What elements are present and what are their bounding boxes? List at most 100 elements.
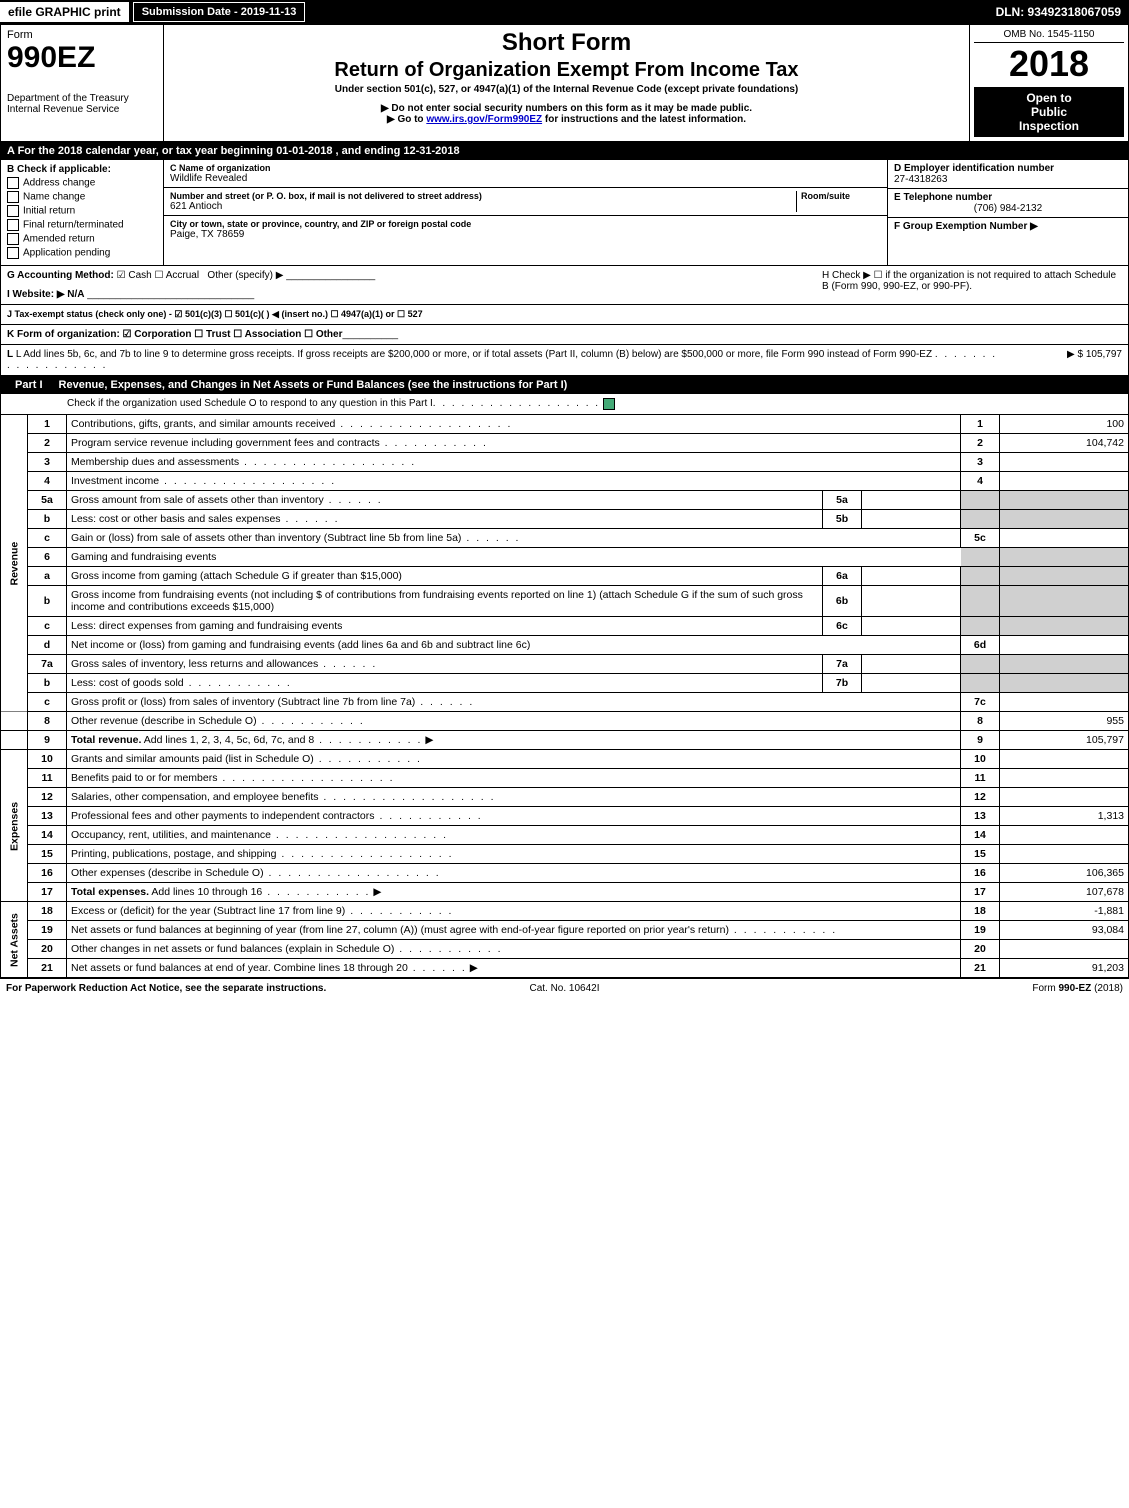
line-7b-iv xyxy=(862,674,961,693)
line-7a-shade xyxy=(961,655,1000,674)
line-5c-num: c xyxy=(28,529,67,548)
line-7a-desc: Gross sales of inventory, less returns a… xyxy=(67,655,823,674)
line-12-num: 12 xyxy=(28,788,67,807)
goto-pre: ▶ Go to xyxy=(387,114,426,125)
line-6b-num: b xyxy=(28,586,67,617)
line-6b-shade2 xyxy=(1000,586,1129,617)
public-label: Public xyxy=(978,105,1120,119)
inspection-box: Open to Public Inspection xyxy=(974,87,1124,137)
line-6a-num: a xyxy=(28,567,67,586)
line-7c-desc: Gross profit or (loss) from sales of inv… xyxy=(67,693,961,712)
line-14-val xyxy=(1000,826,1129,845)
line-10-num: 10 xyxy=(28,750,67,769)
line-1-rn: 1 xyxy=(961,415,1000,434)
section-c: C Name of organization Wildlife Revealed… xyxy=(164,160,888,265)
cb-initial-return[interactable]: Initial return xyxy=(7,205,157,217)
line-4-val xyxy=(1000,472,1129,491)
line-16-desc: Other expenses (describe in Schedule O) xyxy=(67,864,961,883)
line-6d-val xyxy=(1000,636,1129,655)
line-6a-iv xyxy=(862,567,961,586)
line-6b-in: 6b xyxy=(823,586,862,617)
line-4-desc: Investment income xyxy=(67,472,961,491)
line-4-num: 4 xyxy=(28,472,67,491)
line-2-val: 104,742 xyxy=(1000,434,1129,453)
line-8-rn: 8 xyxy=(961,712,1000,731)
line-5c-val xyxy=(1000,529,1129,548)
line-14-rn: 14 xyxy=(961,826,1000,845)
cb-cash[interactable]: ☑ xyxy=(117,270,129,281)
part1-check-text: Check if the organization used Schedule … xyxy=(67,398,433,410)
line-13-desc: Professional fees and other payments to … xyxy=(67,807,961,826)
line-7b-shade2 xyxy=(1000,674,1129,693)
form-ref: Form 990-EZ (2018) xyxy=(751,983,1123,994)
form-number-block: Form 990EZ Department of the Treasury In… xyxy=(1,25,164,141)
i-website: I Website: ▶ N/A xyxy=(7,289,85,300)
irs-link[interactable]: www.irs.gov/Form990EZ xyxy=(426,114,542,125)
irs-label: Internal Revenue Service xyxy=(7,104,157,115)
line-6a-shade2 xyxy=(1000,567,1129,586)
cash-label: Cash xyxy=(128,270,151,281)
line-17-desc: Total expenses. Add lines 10 through 16 … xyxy=(67,883,961,902)
line-10-val xyxy=(1000,750,1129,769)
under-section: Under section 501(c), 527, or 4947(a)(1)… xyxy=(168,84,965,95)
room-label: Room/suite xyxy=(801,191,881,201)
line-2-desc: Program service revenue including govern… xyxy=(67,434,961,453)
line-9-rn: 9 xyxy=(961,731,1000,750)
line-7a-iv xyxy=(862,655,961,674)
line-6a-shade xyxy=(961,567,1000,586)
line-16-rn: 16 xyxy=(961,864,1000,883)
cb-accrual[interactable]: ☐ xyxy=(155,270,166,281)
part1-label: Part I xyxy=(7,379,51,391)
line-6d-desc: Net income or (loss) from gaming and fun… xyxy=(67,636,961,655)
cb-address-change[interactable]: Address change xyxy=(7,177,157,189)
line-12-rn: 12 xyxy=(961,788,1000,807)
cb-app-pending[interactable]: Application pending xyxy=(7,247,157,259)
e-label: E Telephone number xyxy=(894,192,1122,203)
line-8-desc: Other revenue (describe in Schedule O) xyxy=(67,712,961,731)
rev-spacer2 xyxy=(1,731,28,750)
cb-final-return[interactable]: Final return/terminated xyxy=(7,219,157,231)
k-form-org: K Form of organization: ☑ Corporation ☐ … xyxy=(7,329,343,340)
g-h-row: G Accounting Method: ☑ Cash ☐ Accrual Ot… xyxy=(0,266,1129,305)
line-10-desc: Grants and similar amounts paid (list in… xyxy=(67,750,961,769)
addr-cell: Number and street (or P. O. box, if mail… xyxy=(164,188,887,216)
header-right-block: OMB No. 1545-1150 2018 Open to Public In… xyxy=(970,25,1128,141)
phone-value: (706) 984-2132 xyxy=(894,203,1122,214)
line-5a-shade2 xyxy=(1000,491,1129,510)
b-label: B Check if applicable: xyxy=(7,164,157,175)
cb-amended[interactable]: Amended return xyxy=(7,233,157,245)
line-5a-desc: Gross amount from sale of assets other t… xyxy=(67,491,823,510)
schedule-o-checkbox[interactable] xyxy=(603,398,615,410)
note-ssn: ▶ Do not enter social security numbers o… xyxy=(168,103,965,114)
line-4-rn: 4 xyxy=(961,472,1000,491)
other-specify: Other (specify) ▶ xyxy=(207,270,283,281)
open-to: Open to xyxy=(978,91,1120,105)
omb-number: OMB No. 1545-1150 xyxy=(974,29,1124,43)
part1-header: Part I Revenue, Expenses, and Changes in… xyxy=(0,376,1129,394)
line-9-num: 9 xyxy=(28,731,67,750)
line-5b-shade2 xyxy=(1000,510,1129,529)
line-11-num: 11 xyxy=(28,769,67,788)
line-6c-num: c xyxy=(28,617,67,636)
line-18-val: -1,881 xyxy=(1000,902,1129,921)
rev-spacer xyxy=(1,712,28,731)
line-6-shade2 xyxy=(1000,548,1129,567)
efile-label[interactable]: efile GRAPHIC print xyxy=(0,2,129,22)
city-label: City or town, state or province, country… xyxy=(170,219,881,229)
line-16-num: 16 xyxy=(28,864,67,883)
cb-name-change[interactable]: Name change xyxy=(7,191,157,203)
org-name: Wildlife Revealed xyxy=(170,173,881,184)
line-11-rn: 11 xyxy=(961,769,1000,788)
g-accounting: G Accounting Method: ☑ Cash ☐ Accrual Ot… xyxy=(7,270,822,300)
line-21-val: 91,203 xyxy=(1000,959,1129,978)
line-13-val: 1,313 xyxy=(1000,807,1129,826)
period-row: A For the 2018 calendar year, or tax yea… xyxy=(0,142,1129,160)
dept-treasury: Department of the Treasury xyxy=(7,93,157,104)
phone-cell: E Telephone number (706) 984-2132 xyxy=(888,189,1128,218)
line-1-num: 1 xyxy=(28,415,67,434)
line-5c-rn: 5c xyxy=(961,529,1000,548)
header-title-block: Short Form Return of Organization Exempt… xyxy=(164,25,970,141)
line-3-desc: Membership dues and assessments xyxy=(67,453,961,472)
form-header: Form 990EZ Department of the Treasury In… xyxy=(0,24,1129,142)
line-18-rn: 18 xyxy=(961,902,1000,921)
